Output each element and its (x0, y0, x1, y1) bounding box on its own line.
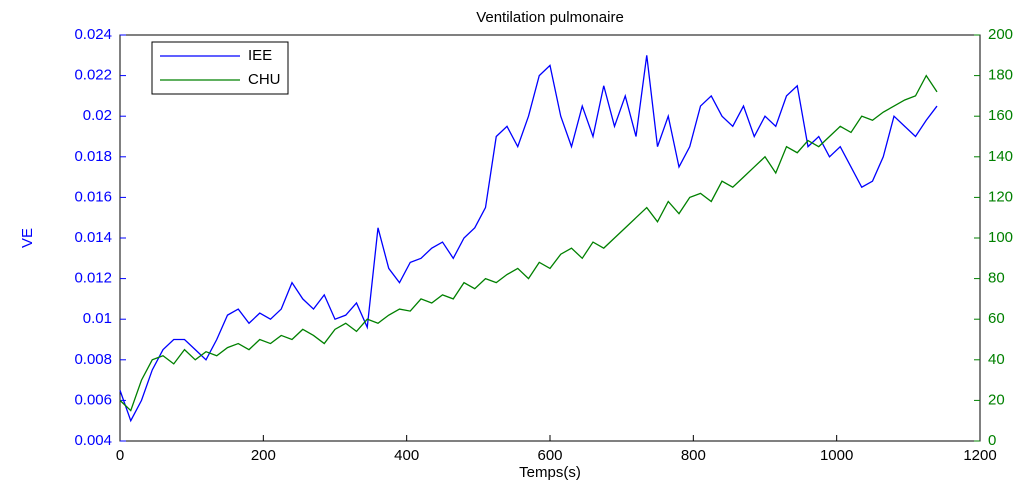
y-axis-label: VE (19, 228, 36, 248)
x-tick-label: 600 (537, 447, 562, 464)
x-tick-label: 800 (681, 447, 706, 464)
y2-tick-label: 100 (988, 229, 1013, 246)
y2-tick-label: 180 (988, 67, 1013, 84)
x-axis-label: Temps(s) (519, 464, 581, 481)
y2-tick-label: 160 (988, 107, 1013, 124)
x-tick-label: 1200 (963, 447, 996, 464)
y-tick-label: 0.016 (74, 188, 112, 205)
y2-tick-label: 120 (988, 188, 1013, 205)
legend-label: CHU (248, 71, 281, 88)
x-tick-label: 400 (394, 447, 419, 464)
y2-tick-label: 0 (988, 432, 996, 449)
y2-tick-label: 20 (988, 391, 1005, 408)
legend (151, 41, 289, 95)
y2-tick-label: 60 (988, 310, 1005, 327)
y-tick-label: 0.014 (74, 229, 112, 246)
y2-tick-label: 140 (988, 148, 1013, 165)
y-tick-label: 0.02 (83, 107, 112, 124)
plot-area (119, 34, 981, 442)
legend-label: IEE (248, 47, 272, 64)
chart-title: Ventilation pulmonaire (476, 9, 624, 26)
x-tick-label: 0 (116, 447, 124, 464)
y2-tick-label: 80 (988, 270, 1005, 287)
y2-tick-label: 200 (988, 26, 1013, 43)
y-tick-label: 0.01 (83, 310, 112, 327)
x-tick-label: 200 (251, 447, 276, 464)
y-tick-label: 0.004 (74, 432, 112, 449)
x-tick-label: 1000 (820, 447, 853, 464)
series-line (119, 74, 938, 412)
y-tick-label: 0.022 (74, 67, 112, 84)
y-tick-label: 0.024 (74, 26, 112, 43)
y-tick-label: 0.006 (74, 391, 112, 408)
y-tick-label: 0.012 (74, 270, 112, 287)
series-line (119, 55, 938, 423)
y-tick-label: 0.018 (74, 148, 112, 165)
y2-tick-label: 40 (988, 351, 1005, 368)
y-tick-label: 0.008 (74, 351, 112, 368)
